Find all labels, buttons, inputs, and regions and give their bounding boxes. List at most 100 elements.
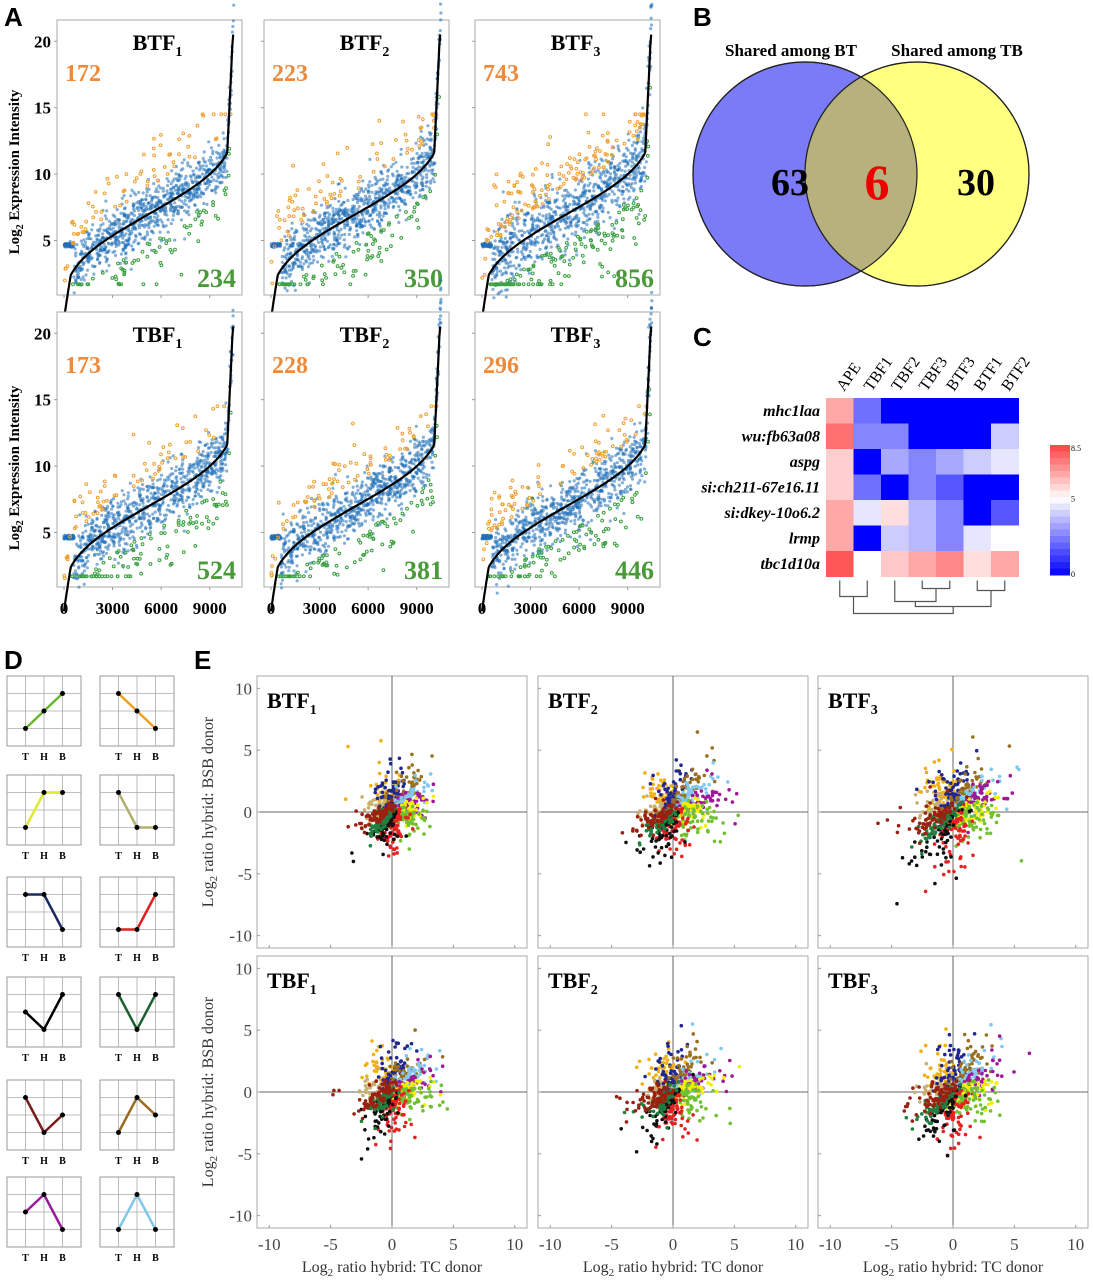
heatmap-cell <box>853 474 882 501</box>
subplot-title-sub: 2 <box>382 45 389 60</box>
heatmap-cell <box>853 398 882 424</box>
pattern-point <box>60 992 65 997</box>
cluster-points <box>331 1028 450 1161</box>
x-axis-label-sub: 2 <box>609 1267 615 1279</box>
y-axis-label: Log2 ratio hybrid: BSB donor <box>200 996 220 1187</box>
y-tick-label: 15 <box>34 391 51 410</box>
subplot-title-sub: 2 <box>591 703 598 718</box>
pattern-x-label: T <box>22 851 29 862</box>
subplot-title: TBF3 <box>828 968 878 998</box>
color-scale-step <box>1050 445 1070 452</box>
x-axis-label-sub: 2 <box>889 1267 895 1279</box>
x-tick-label: 6000 <box>351 599 385 618</box>
color-scale-step <box>1050 497 1070 504</box>
heatmap-cell <box>881 474 909 501</box>
y-axis-label-sub: 2 <box>208 1156 220 1162</box>
heatmap-cell <box>908 423 937 450</box>
pattern-point <box>23 1009 28 1015</box>
subplot-title-sub: 1 <box>175 337 182 352</box>
pattern-point <box>134 927 140 932</box>
x-tick-label: 9000 <box>400 599 434 618</box>
subplot-title: BTF1 <box>267 688 317 718</box>
x-axis-label-main: Log <box>863 1259 889 1276</box>
upregulated-count: 296 <box>483 353 519 379</box>
pattern-x-label: T <box>115 1253 122 1264</box>
heatmap-cell <box>936 474 964 501</box>
subplot-title-sub: 1 <box>175 45 182 60</box>
pattern-x-label: B <box>59 953 66 964</box>
panel-b-venn: Shared among BT Shared among TB 63 6 30 <box>692 41 1030 287</box>
x-axis-label: Log2 ratio hybrid: TC donor <box>863 1259 1044 1279</box>
x-tick-label: 5 <box>449 1235 458 1254</box>
heatmap-cell <box>853 525 882 552</box>
subplot-title-main: BTF <box>828 688 871 713</box>
venn-count-intersection: 6 <box>865 154 890 210</box>
x-tick-label: 6000 <box>144 599 178 618</box>
pattern-x-label: T <box>22 953 29 964</box>
dendrogram <box>839 580 1006 615</box>
heatmap-cell <box>963 500 992 526</box>
pattern-point <box>41 708 47 714</box>
x-axis-label-rest: ratio hybrid: TC donor <box>333 1259 483 1276</box>
x-tick-label: -5 <box>885 1235 899 1254</box>
upregulated-count: 223 <box>272 61 308 87</box>
heatmap-cell <box>963 474 992 501</box>
heatmap-cell <box>881 398 909 424</box>
heatmap-column-label: BTF2 <box>998 354 1033 394</box>
subplot-title-sub: 3 <box>593 45 600 60</box>
heatmap-row-label: tbc1d10a <box>760 556 820 573</box>
heatmap-cell <box>881 500 909 526</box>
pattern-point <box>116 691 121 696</box>
subplot-title: BTF2 <box>340 30 390 60</box>
pattern-point <box>116 927 121 932</box>
pattern-x-label: T <box>22 752 29 763</box>
subplot-title-sub: 2 <box>382 337 389 352</box>
pattern-x-label: B <box>152 752 159 763</box>
pattern-point <box>41 1027 47 1032</box>
pattern-point <box>116 1227 121 1232</box>
color-scale-step <box>1050 568 1070 576</box>
x-tick-label: 5 <box>1010 1235 1019 1254</box>
pattern-point <box>134 1192 140 1197</box>
x-tick-label: -5 <box>605 1235 619 1254</box>
color-scale-step <box>1050 458 1070 465</box>
pattern-point <box>153 726 158 731</box>
pattern-x-label: B <box>152 1156 159 1167</box>
heatmap-cell <box>991 398 1019 424</box>
y-tick-label: 10 <box>235 959 252 978</box>
pattern-point <box>60 790 65 795</box>
color-scale-step <box>1050 490 1070 498</box>
heatmap-row-label: si:dkey-10o6.2 <box>723 505 820 522</box>
x-tick-label: 0 <box>669 1235 678 1254</box>
ratio-subplot-btf3: BTF3 <box>817 675 1089 949</box>
color-scale-step <box>1050 536 1070 543</box>
pattern-x-label: T <box>115 1053 122 1064</box>
heatmap-row-label: lrmp <box>789 531 820 548</box>
x-tick-label: 6000 <box>562 599 596 618</box>
pattern-point <box>41 790 47 795</box>
panel-label-b: B <box>693 2 712 32</box>
heatmap-cell <box>991 525 1019 552</box>
color-scale-step <box>1050 542 1070 550</box>
ranked-expression-curve <box>480 326 653 612</box>
pattern-point <box>153 825 158 830</box>
venn-count-bt-only: 63 <box>771 162 809 204</box>
pattern-point <box>23 1095 28 1100</box>
heatmap-cell <box>936 398 964 424</box>
y-tick-label: -5 <box>238 865 252 884</box>
y-tick-label: 10 <box>34 457 51 476</box>
subplot-title-main: TBF <box>828 968 871 993</box>
upregulated-count: 173 <box>65 353 101 379</box>
subplot-title-main: BTF <box>267 688 310 713</box>
pattern-point <box>41 892 47 897</box>
x-tick-label: -10 <box>258 1235 281 1254</box>
plot-frame <box>263 311 450 588</box>
pattern-x-label: B <box>59 1156 66 1167</box>
color-scale-step <box>1050 562 1070 569</box>
y-tick-label: 5 <box>43 232 52 251</box>
upregulated-count: 228 <box>272 353 308 379</box>
pattern-x-label: B <box>59 1053 66 1064</box>
venn-label-bt: Shared among BT <box>725 41 858 60</box>
